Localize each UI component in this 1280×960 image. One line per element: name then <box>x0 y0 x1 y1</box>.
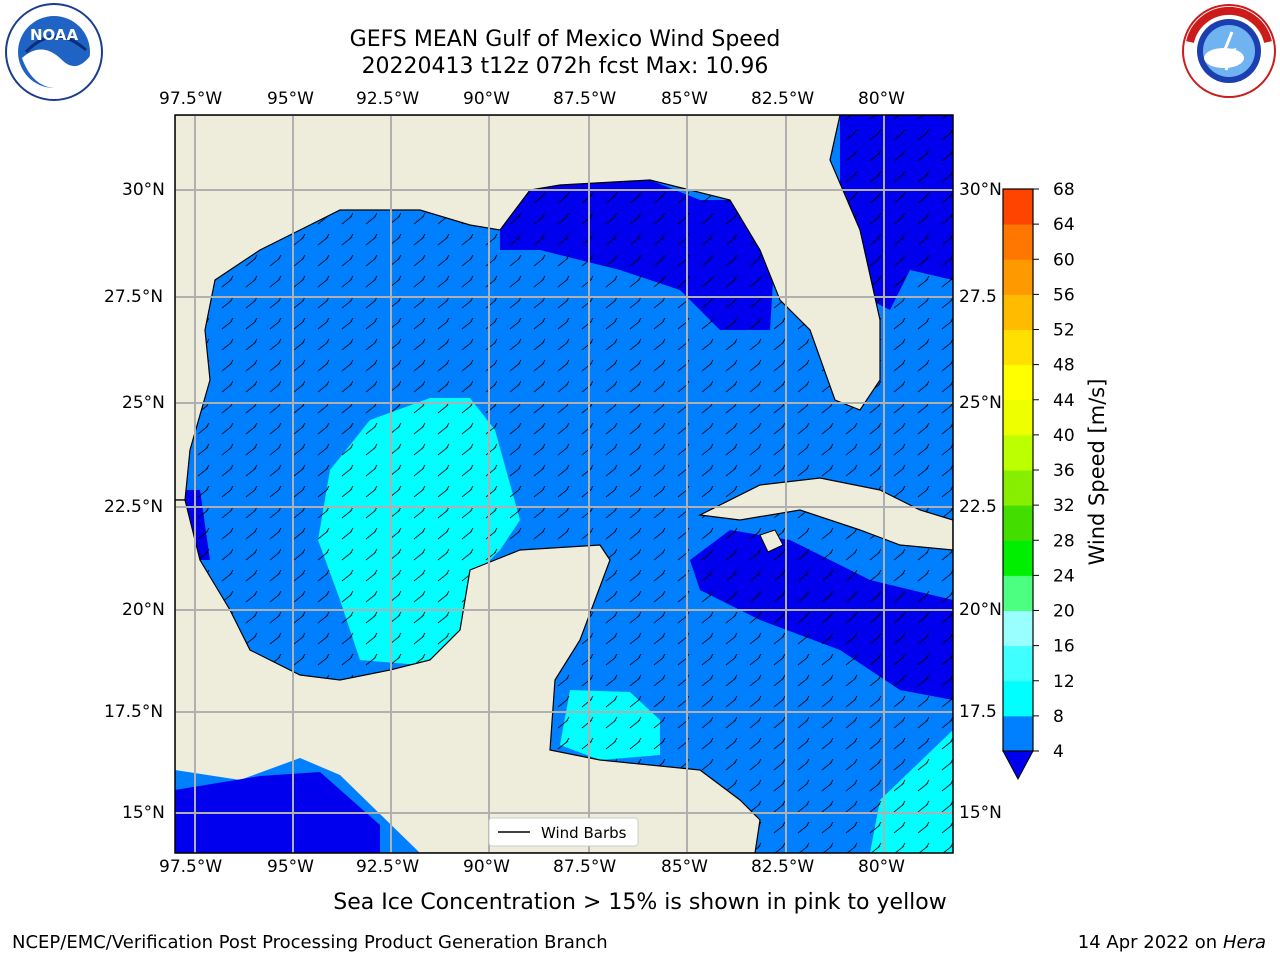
colorbar-segment <box>1003 645 1033 682</box>
colorbar-segment <box>1003 399 1033 436</box>
colorbar-segments <box>1003 189 1033 752</box>
lat-tick: 17.5°N <box>104 702 164 722</box>
lat-tick: 30°N <box>122 180 165 200</box>
footer-branch: NCEP/EMC/Verification Post Processing Pr… <box>12 932 608 953</box>
lon-tick: 85°W <box>661 89 708 109</box>
colorbar-tick-label: 32 <box>1053 496 1075 516</box>
lon-tick: 85°W <box>661 857 708 877</box>
colorbar-under-arrow <box>1002 750 1034 781</box>
lat-tick: 25°N <box>122 393 165 413</box>
noaa-logo-text: NOAA <box>30 26 79 44</box>
lon-tick: 92.5°W <box>356 89 420 109</box>
lon-tick: 97.5°W <box>159 89 223 109</box>
colorbar-segment <box>1003 470 1033 506</box>
colorbar-segment <box>1003 575 1033 611</box>
lon-tick: 90°W <box>463 857 510 877</box>
sea-ice-note: Sea Ice Concentration > 15% is shown in … <box>333 890 947 915</box>
nws-logo <box>1182 4 1276 98</box>
colorbar-tick-label: 16 <box>1053 637 1075 657</box>
lon-tick: 95°W <box>267 89 314 109</box>
colorbar-tick-label: 68 <box>1053 180 1075 200</box>
colorbar-tick-label: 12 <box>1053 672 1075 692</box>
footer-date-text: 14 Apr 2022 on <box>1077 932 1223 953</box>
colorbar-segment <box>1003 680 1033 717</box>
land-mexico-central-america <box>175 499 761 853</box>
colorbar-segment <box>1003 259 1033 295</box>
colorbar-tick-label: 44 <box>1053 391 1075 411</box>
lon-tick: 82.5°W <box>751 89 815 109</box>
colorbar-segment <box>1003 540 1033 576</box>
lon-tick: 95°W <box>267 857 314 877</box>
lon-tick: 92.5°W <box>356 857 420 877</box>
map-grid <box>175 115 953 853</box>
lon-tick: 82.5°W <box>751 857 815 877</box>
lon-tick: 90°W <box>463 89 510 109</box>
land-cuba <box>697 477 953 551</box>
lat-tick: 15°N <box>122 803 165 823</box>
colorbar: 68 64 60 56 52 48 44 40 36 32 28 24 20 16 12 8 4 <box>1002 180 1075 781</box>
colorbar-segment <box>1003 224 1033 260</box>
colorbar-tick-label: 48 <box>1053 356 1075 376</box>
chart-subtitle: 20220413 t12z 072h fcst Max: 10.96 <box>361 54 769 79</box>
colorbar-label: Wind Speed [m/s] <box>1085 378 1109 566</box>
colorbar-tick-label: 4 <box>1053 742 1064 762</box>
lon-tick: 97.5°W <box>159 857 223 877</box>
colorbar-tick-label: 36 <box>1053 461 1075 481</box>
lon-tick: 87.5°W <box>553 857 617 877</box>
colorbar-tick-label: 56 <box>1053 285 1075 305</box>
colorbar-segment <box>1003 364 1033 401</box>
colorbar-segment <box>1003 505 1033 541</box>
lon-tick: 87.5°W <box>553 89 617 109</box>
lat-tick: 27.5°N <box>104 287 164 307</box>
land-united-states <box>175 115 881 501</box>
lon-tick: 80°W <box>858 89 905 109</box>
colorbar-segment <box>1003 434 1033 471</box>
map-frame <box>174 114 954 854</box>
footer-date: 14 Apr 2022 on Hera <box>1078 932 1266 953</box>
lat-tick: 15°N <box>959 803 1002 823</box>
colorbar-tick-label: 28 <box>1053 531 1075 551</box>
colorbar-segment <box>1003 610 1033 647</box>
colorbar-tick-label: 24 <box>1053 566 1075 586</box>
map-legend: Wind Barbs <box>488 817 639 847</box>
lon-tick: 80°W <box>858 857 905 877</box>
lat-tick: 27.5 <box>959 287 997 307</box>
colorbar-tick-label: 64 <box>1053 215 1075 235</box>
lat-tick: 22.5 <box>959 497 997 517</box>
footer-host: Hera <box>1222 932 1266 953</box>
lat-tick: 17.5 <box>959 702 997 722</box>
lat-tick: 22.5°N <box>104 497 164 517</box>
colorbar-segment <box>1003 294 1033 330</box>
noaa-logo: NOAA <box>5 3 103 101</box>
lat-tick: 30°N <box>959 180 1002 200</box>
chart-title: GEFS MEAN Gulf of Mexico Wind Speed <box>349 27 781 52</box>
colorbar-ticks: 68 64 60 56 52 48 44 40 36 32 28 24 20 16 12 8 4 <box>1033 180 1075 762</box>
lat-tick: 20°N <box>122 600 165 620</box>
colorbar-tick-label: 20 <box>1053 602 1075 622</box>
colorbar-tick-label: 60 <box>1053 250 1075 270</box>
colorbar-segment <box>1003 715 1033 752</box>
lat-tick: 25°N <box>959 393 1002 413</box>
legend-label: Wind Barbs <box>541 824 627 842</box>
colorbar-segment <box>1003 329 1033 366</box>
colorbar-tick-label: 40 <box>1053 426 1075 446</box>
land-isle-of-youth <box>759 529 784 553</box>
colorbar-tick-label: 8 <box>1053 707 1064 727</box>
colorbar-segment <box>1003 189 1033 225</box>
colorbar-tick-label: 52 <box>1053 321 1075 341</box>
lat-tick: 20°N <box>959 600 1002 620</box>
